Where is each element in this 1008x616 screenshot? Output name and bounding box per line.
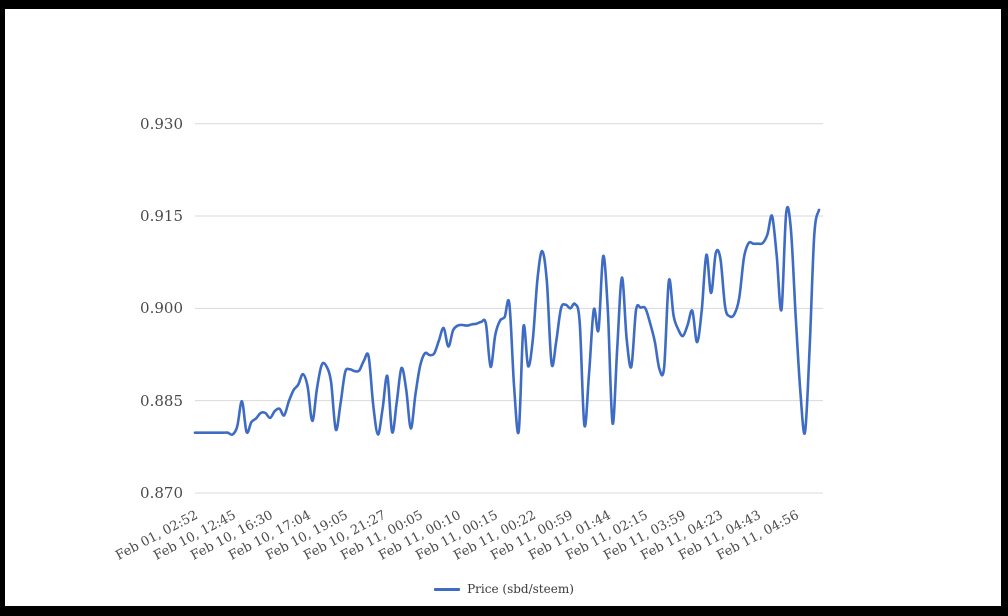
frame-border-left	[0, 0, 5, 616]
y-axis-label: 0.915	[140, 207, 183, 226]
legend: Price (sbd/steem)	[0, 582, 1008, 596]
y-axis-label: 0.900	[140, 299, 183, 318]
frame-border-top	[0, 0, 1008, 9]
legend-label: Price (sbd/steem)	[467, 582, 574, 596]
y-axis-label: 0.870	[140, 484, 183, 502]
price-line	[193, 205, 821, 437]
frame-border-right	[1001, 0, 1008, 616]
frame-border-bottom	[0, 606, 1008, 616]
y-axis-label: 0.930	[140, 114, 183, 133]
legend-swatch-line	[434, 587, 461, 591]
y-axis-label: 0.885	[140, 391, 183, 410]
